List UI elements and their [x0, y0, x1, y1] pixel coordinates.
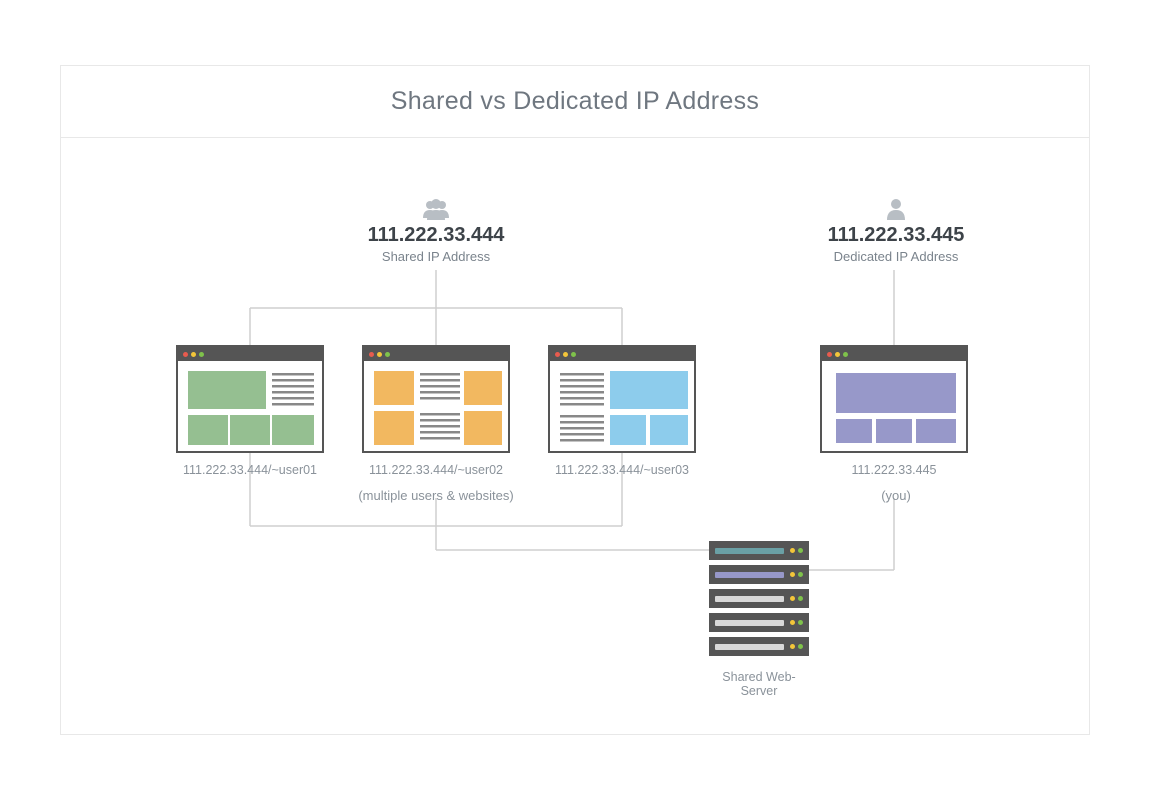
shared-ip-value: 111.222.33.444 [316, 224, 556, 247]
diagram-area: 111.222.33.444 Shared IP Address 111.222… [61, 138, 1089, 734]
dedicated-browser [820, 345, 968, 453]
shared-url-2: 111.222.33.444/~user02 [346, 463, 526, 477]
server-slot-1 [709, 541, 809, 560]
dedicated-ip-value: 111.222.33.445 [776, 224, 1016, 247]
diagram-title: Shared vs Dedicated IP Address [391, 87, 759, 116]
window-chrome [364, 347, 508, 361]
window-chrome [178, 347, 322, 361]
diagram-frame: Shared vs Dedicated IP Address [60, 65, 1090, 735]
user-icon [885, 198, 907, 220]
window-body [550, 361, 694, 451]
shared-browser-3 [548, 345, 696, 453]
server-slot-4 [709, 613, 809, 632]
dedicated-ip-block: 111.222.33.445 Dedicated IP Address [776, 198, 1016, 264]
server-label: Shared Web-Server [709, 670, 809, 698]
server-slot-5 [709, 637, 809, 656]
users-icon [419, 198, 453, 220]
dedicated-group-label: (you) [796, 488, 996, 503]
shared-ip-subtitle: Shared IP Address [316, 249, 556, 264]
window-body [364, 361, 508, 451]
shared-browser-2 [362, 345, 510, 453]
server-slot-3 [709, 589, 809, 608]
dedicated-url: 111.222.33.445 [804, 463, 984, 477]
shared-browser-1 [176, 345, 324, 453]
shared-url-3: 111.222.33.444/~user03 [532, 463, 712, 477]
shared-ip-block: 111.222.33.444 Shared IP Address [316, 198, 556, 264]
window-body [178, 361, 322, 451]
shared-url-1: 111.222.33.444/~user01 [160, 463, 340, 477]
window-chrome [822, 347, 966, 361]
server-slot-2 [709, 565, 809, 584]
window-body [822, 361, 966, 451]
dedicated-ip-subtitle: Dedicated IP Address [776, 249, 1016, 264]
title-bar: Shared vs Dedicated IP Address [61, 66, 1089, 138]
window-chrome [550, 347, 694, 361]
server-stack: Shared Web-Server [709, 541, 809, 698]
shared-group-label: (multiple users & websites) [336, 488, 536, 503]
